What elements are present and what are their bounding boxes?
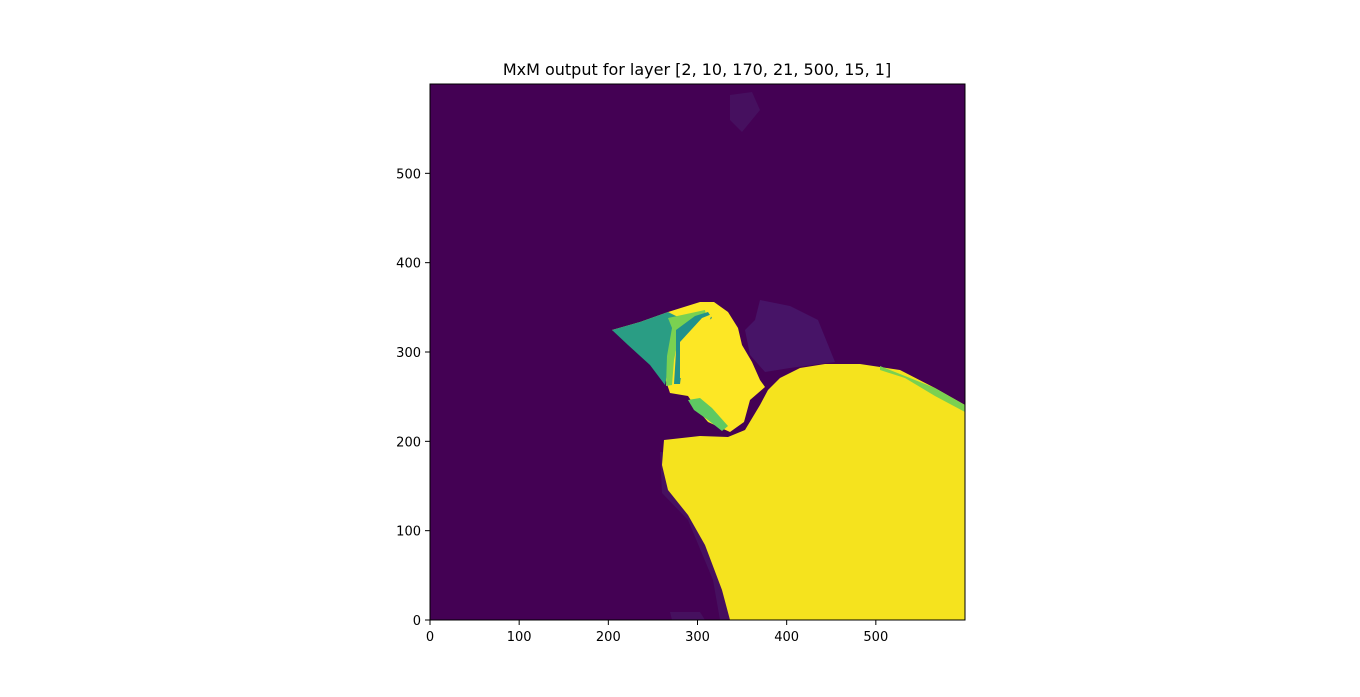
faint-halo-region — [745, 300, 835, 372]
x-tick-label: 0 — [426, 630, 434, 645]
y-tick-label: 400 — [396, 257, 421, 272]
green-stripe — [666, 310, 706, 386]
green-stripe — [688, 398, 728, 431]
faint-halo-region — [670, 612, 705, 620]
y-tick-label: 500 — [396, 167, 421, 182]
y-axis: 0 100 200 300 400 500 — [396, 167, 430, 629]
x-tick-label: 500 — [863, 630, 888, 645]
x-tick-label: 300 — [685, 630, 710, 645]
y-tick-label: 200 — [396, 435, 421, 450]
heatmap-plot-area — [429, 83, 966, 621]
x-axis: 0 100 200 300 400 500 — [426, 620, 888, 645]
x-tick-label: 100 — [507, 630, 532, 645]
x-tick-label: 200 — [596, 630, 621, 645]
yellow-stripe — [680, 314, 712, 378]
y-tick-label: 0 — [413, 614, 421, 629]
dark-stripe — [674, 312, 712, 384]
teal-gradient-region — [612, 312, 680, 385]
faint-halo-region — [730, 92, 760, 132]
x-tick-label: 400 — [774, 630, 799, 645]
green-edge-stripe — [880, 366, 965, 412]
y-tick-label: 100 — [396, 525, 421, 540]
y-tick-label: 300 — [396, 346, 421, 361]
main-bright-region — [662, 364, 965, 620]
chart-title: MxM output for layer [2, 10, 170, 21, 50… — [503, 60, 891, 79]
